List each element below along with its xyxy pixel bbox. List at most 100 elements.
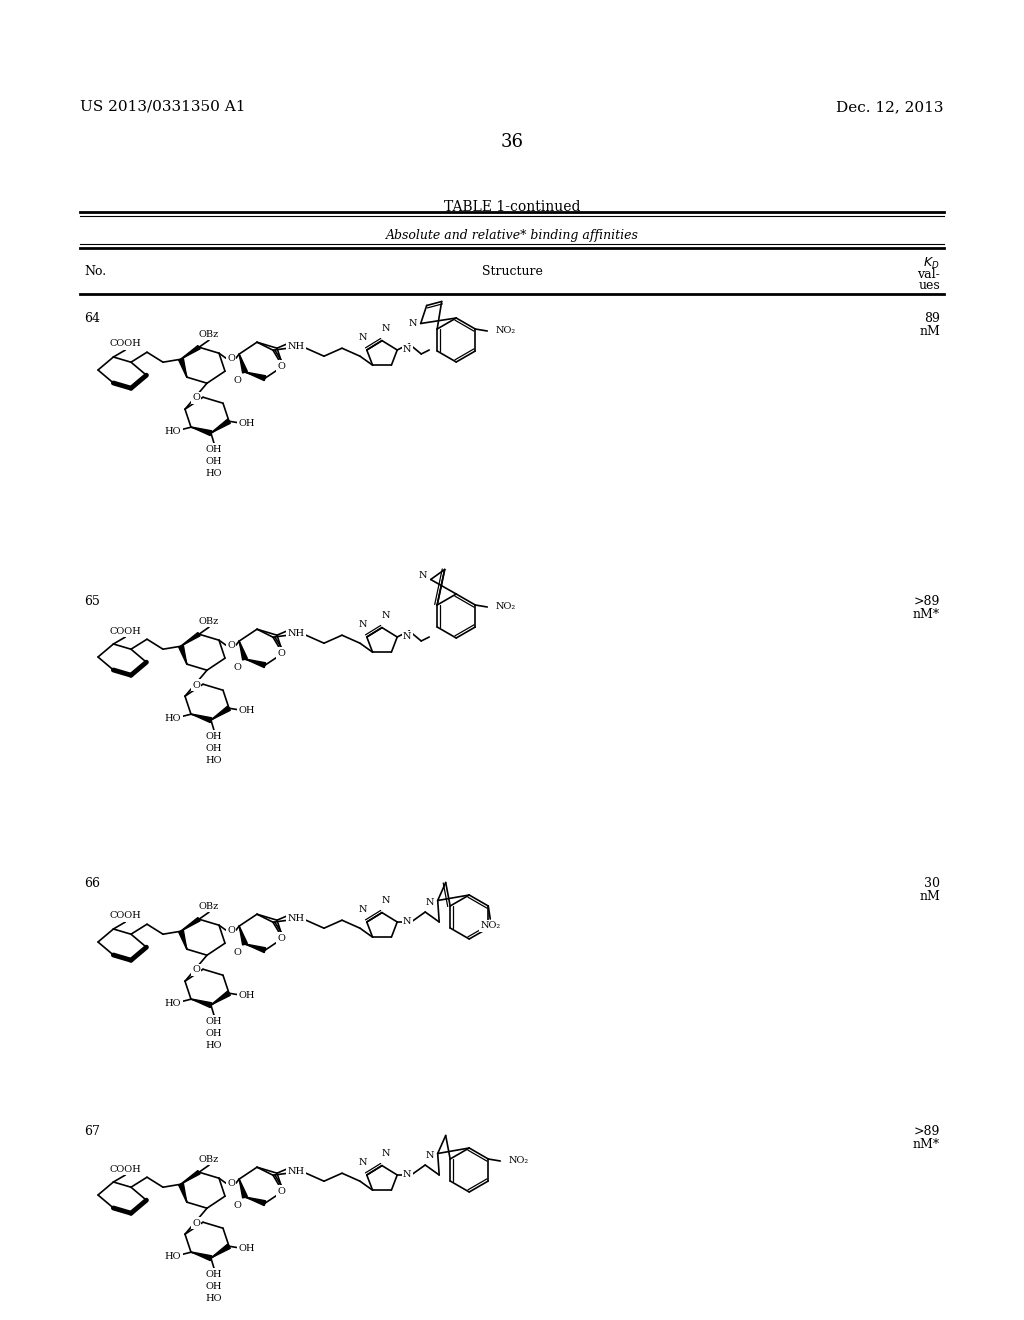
Text: N: N	[419, 572, 427, 579]
Text: HO: HO	[206, 469, 222, 478]
Text: N: N	[358, 334, 367, 342]
Text: OH: OH	[206, 731, 222, 741]
Text: O: O	[227, 640, 234, 649]
Polygon shape	[245, 659, 265, 668]
Text: O: O	[233, 376, 241, 384]
Text: OH: OH	[206, 1016, 222, 1026]
Text: O: O	[278, 648, 285, 657]
Text: US 2013/0331350 A1: US 2013/0331350 A1	[80, 100, 246, 114]
Polygon shape	[240, 354, 248, 374]
Text: nM*: nM*	[912, 609, 940, 620]
Text: NH: NH	[288, 342, 304, 351]
Text: N: N	[403, 346, 412, 355]
Text: OH: OH	[206, 445, 222, 454]
Text: $K_D$: $K_D$	[924, 256, 940, 271]
Text: NO₂: NO₂	[480, 921, 501, 931]
Polygon shape	[181, 632, 200, 645]
Text: N: N	[358, 1159, 367, 1167]
Text: OH: OH	[206, 1282, 222, 1291]
Text: O: O	[233, 1201, 241, 1209]
Text: O: O	[193, 965, 200, 974]
Text: NO₂: NO₂	[508, 1156, 528, 1166]
Text: O: O	[278, 362, 285, 371]
Text: 64: 64	[84, 312, 100, 325]
Text: N: N	[425, 898, 434, 907]
Text: O: O	[193, 393, 200, 403]
Text: O: O	[193, 1218, 200, 1228]
Polygon shape	[191, 1251, 212, 1261]
Text: 66: 66	[84, 876, 100, 890]
Text: NH: NH	[288, 913, 304, 923]
Text: N: N	[382, 896, 390, 906]
Text: OH: OH	[239, 1243, 255, 1253]
Text: NH: NH	[288, 1167, 304, 1176]
Text: nM: nM	[920, 325, 940, 338]
Text: OH: OH	[239, 991, 255, 999]
Text: N: N	[358, 906, 367, 915]
Text: O: O	[233, 948, 241, 957]
Polygon shape	[191, 714, 212, 722]
Polygon shape	[211, 706, 230, 719]
Text: NO₂: NO₂	[496, 326, 515, 335]
Text: NH: NH	[288, 628, 304, 638]
Text: N: N	[382, 325, 390, 333]
Text: OH: OH	[239, 706, 255, 714]
Text: N: N	[403, 917, 412, 927]
Text: O: O	[227, 1179, 234, 1188]
Text: HO: HO	[165, 426, 181, 436]
Polygon shape	[191, 999, 212, 1007]
Text: 65: 65	[84, 595, 100, 609]
Polygon shape	[178, 1184, 186, 1203]
Text: HO: HO	[206, 755, 222, 764]
Polygon shape	[245, 1197, 265, 1205]
Text: N: N	[409, 319, 417, 327]
Text: OH: OH	[206, 457, 222, 466]
Text: O: O	[278, 1187, 285, 1196]
Polygon shape	[240, 1179, 248, 1199]
Polygon shape	[191, 426, 212, 436]
Polygon shape	[178, 359, 186, 378]
Text: Structure: Structure	[481, 265, 543, 279]
Text: O: O	[233, 663, 241, 672]
Polygon shape	[211, 420, 230, 433]
Text: COOH: COOH	[110, 339, 141, 348]
Text: COOH: COOH	[110, 912, 141, 920]
Polygon shape	[181, 1171, 200, 1184]
Text: OH: OH	[206, 1028, 222, 1038]
Text: N: N	[382, 1150, 390, 1158]
Text: HO: HO	[165, 714, 181, 723]
Text: Absolute and relative* binding affinities: Absolute and relative* binding affinitie…	[386, 228, 638, 242]
Text: O: O	[227, 354, 234, 363]
Polygon shape	[240, 927, 248, 945]
Polygon shape	[178, 645, 186, 664]
Text: HO: HO	[206, 1294, 222, 1303]
Text: N: N	[403, 1171, 412, 1180]
Text: OBz: OBz	[199, 902, 219, 911]
Polygon shape	[240, 642, 248, 660]
Text: >89: >89	[913, 595, 940, 609]
Text: O: O	[227, 925, 234, 935]
Text: COOH: COOH	[110, 627, 141, 635]
Text: OBz: OBz	[199, 330, 219, 339]
Text: HO: HO	[165, 999, 181, 1007]
Text: nM*: nM*	[912, 1138, 940, 1151]
Text: OBz: OBz	[199, 616, 219, 626]
Text: nM: nM	[920, 890, 940, 903]
Text: No.: No.	[84, 265, 106, 279]
Text: Dec. 12, 2013: Dec. 12, 2013	[837, 100, 944, 114]
Text: OH: OH	[239, 418, 255, 428]
Polygon shape	[178, 931, 186, 949]
Text: >89: >89	[913, 1125, 940, 1138]
Text: OH: OH	[206, 1270, 222, 1279]
Text: N: N	[425, 1151, 434, 1160]
Text: HO: HO	[165, 1251, 181, 1261]
Text: OH: OH	[206, 743, 222, 752]
Text: 30: 30	[924, 876, 940, 890]
Text: 67: 67	[84, 1125, 100, 1138]
Polygon shape	[181, 346, 200, 359]
Text: OBz: OBz	[199, 1155, 219, 1164]
Text: N: N	[382, 611, 390, 620]
Text: TABLE 1-continued: TABLE 1-continued	[443, 201, 581, 214]
Polygon shape	[181, 917, 200, 931]
Polygon shape	[245, 944, 265, 953]
